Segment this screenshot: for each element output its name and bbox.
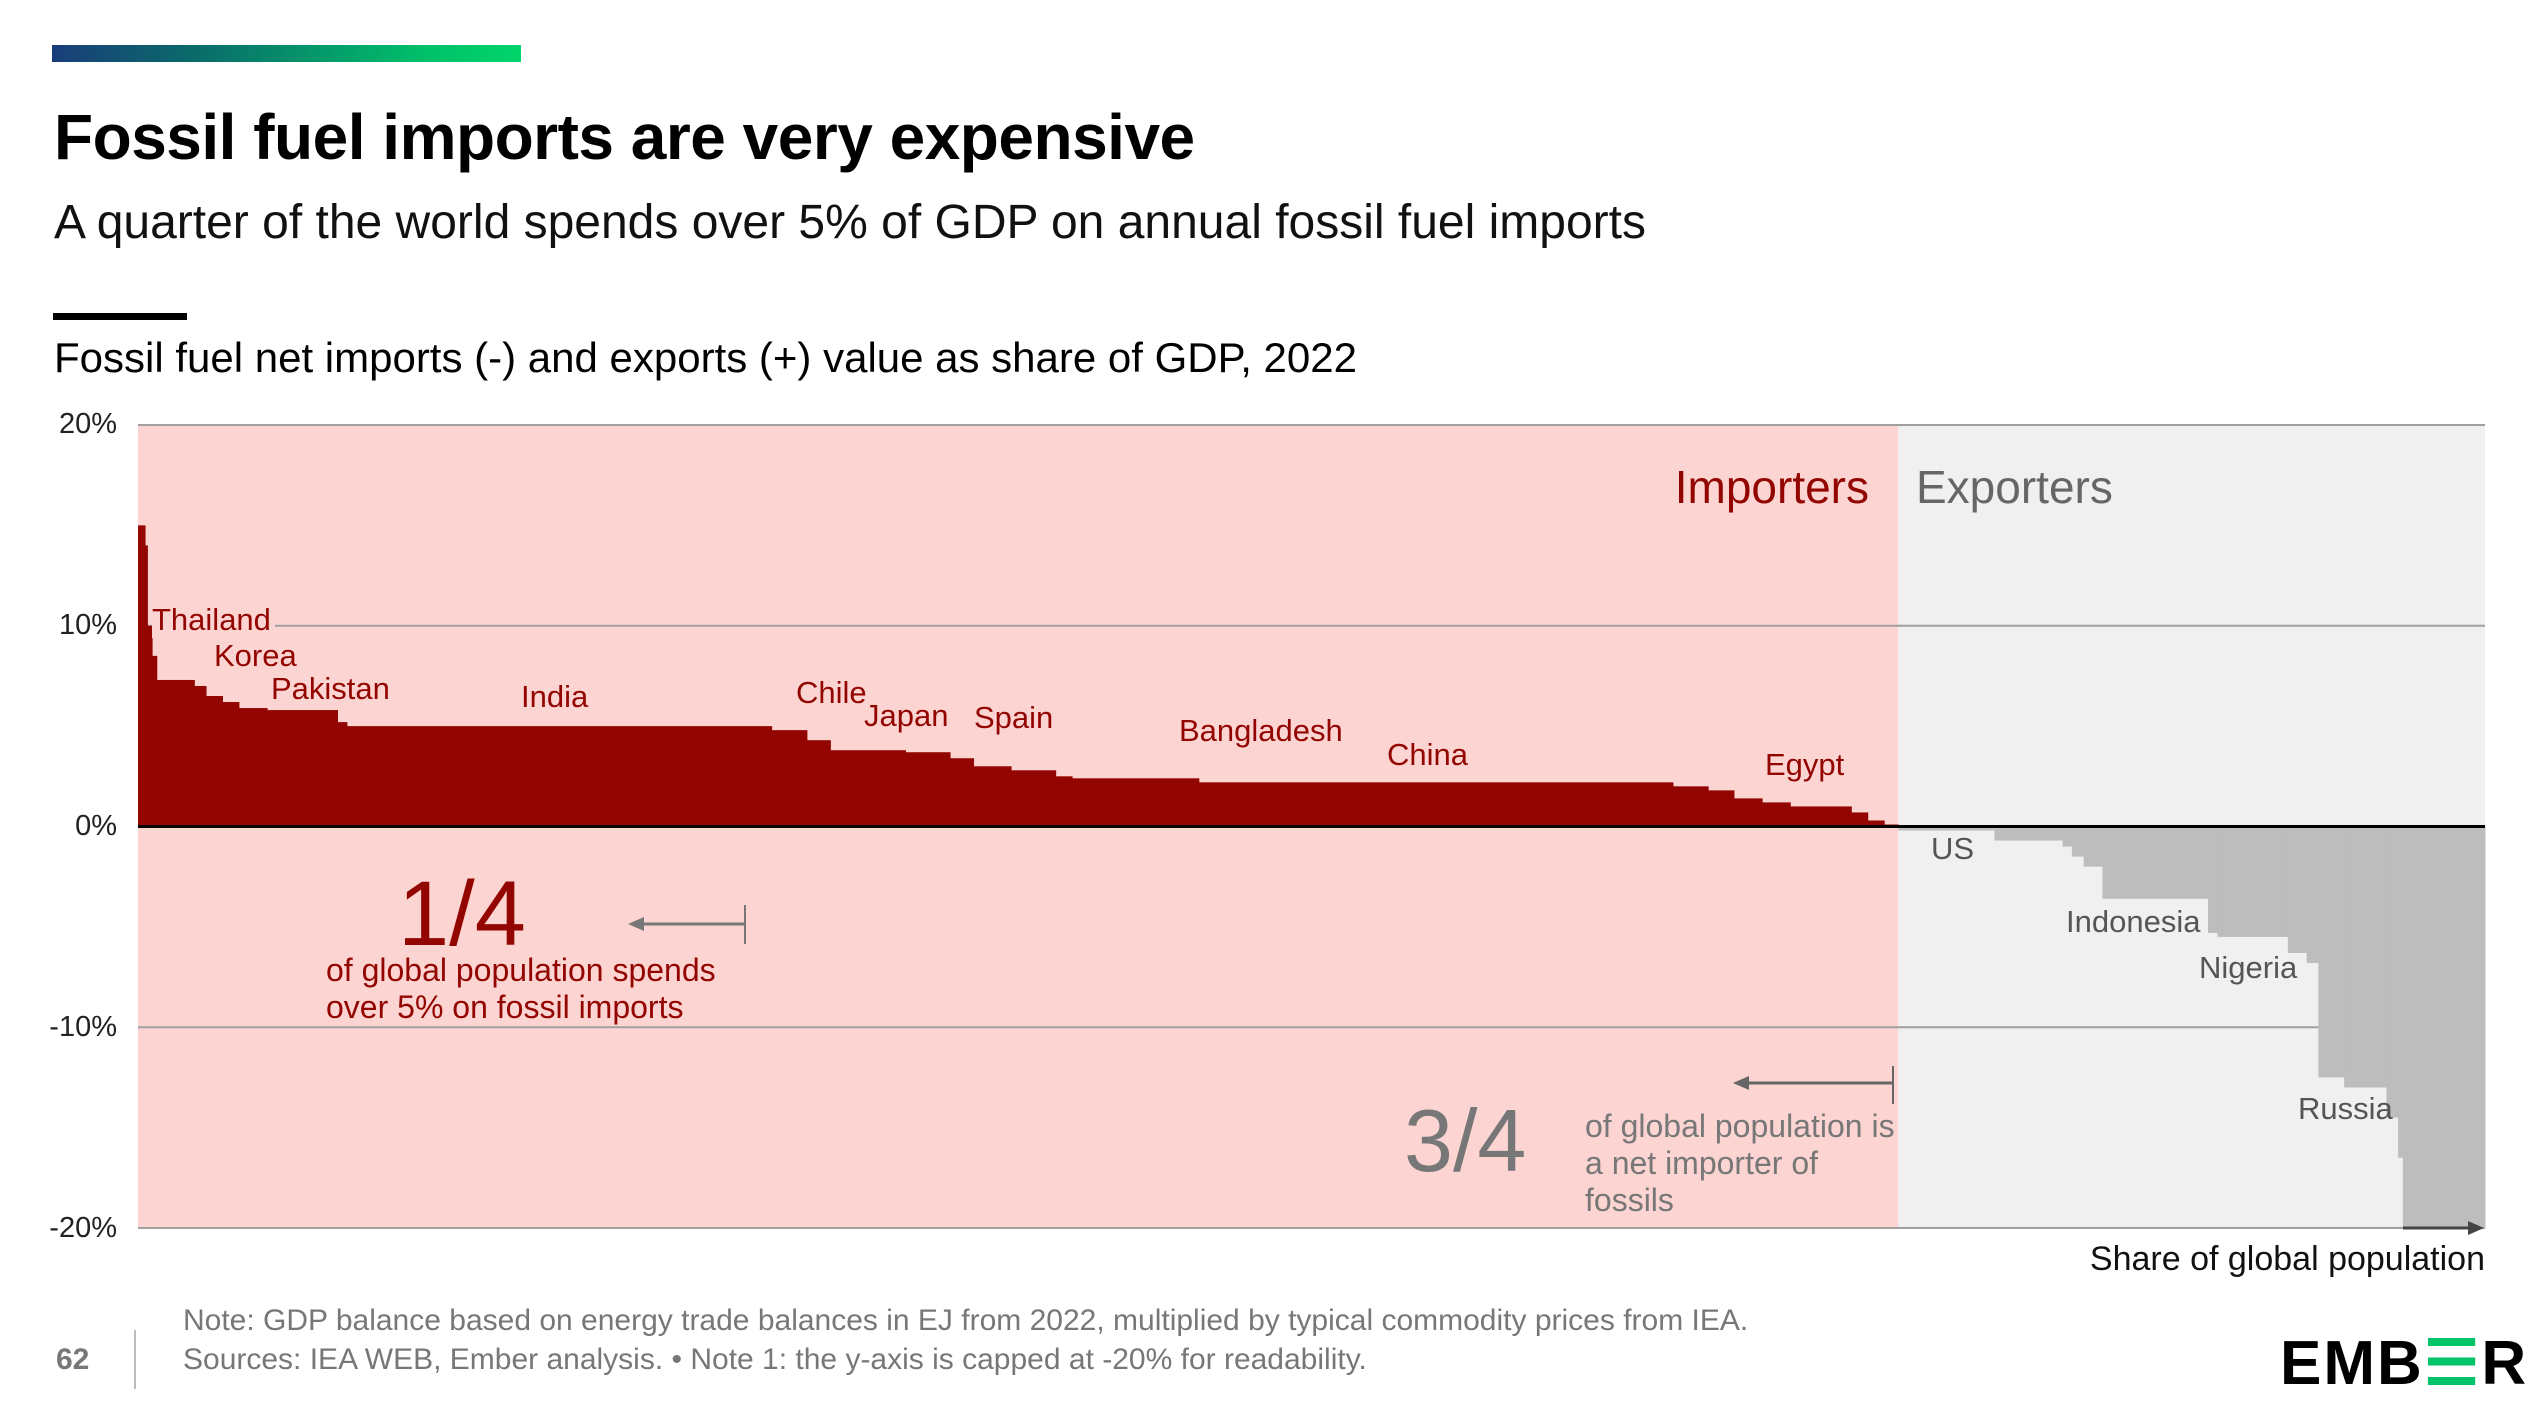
bar-importers xyxy=(206,696,223,827)
x-axis-arrow-icon xyxy=(2468,1221,2484,1235)
three-quarter-arrow-head xyxy=(1733,1076,1749,1090)
page-subtitle: A quarter of the world spends over 5% of… xyxy=(54,196,1646,249)
page-number: 62 xyxy=(56,1343,90,1376)
country-label-china: China xyxy=(1387,737,1468,772)
y-tick-label: 0% xyxy=(75,810,117,842)
country-label-pakistan: Pakistan xyxy=(271,671,390,706)
bar-importers xyxy=(1790,806,1852,827)
country-label-korea: Korea xyxy=(214,638,297,673)
bar-importers xyxy=(138,525,146,827)
country-label-bangladesh: Bangladesh xyxy=(1179,713,1343,748)
bar-importers xyxy=(238,708,268,827)
bar-importers xyxy=(1867,820,1885,827)
bar-importers xyxy=(222,702,240,827)
y-tick-label: -20% xyxy=(49,1212,117,1244)
bar-exporters xyxy=(2344,826,2387,1088)
bar-exporters xyxy=(2386,826,2399,1118)
country-label-us: US xyxy=(1931,831,1975,866)
bar-importers xyxy=(973,766,1012,827)
bar-importers xyxy=(1708,790,1735,827)
footer-note: Note: GDP balance based on energy trade … xyxy=(183,1304,1749,1337)
footer-sources: Sources: IEA WEB, Ember analysis. • Note… xyxy=(183,1343,1367,1376)
country-label-nigeria: Nigeria xyxy=(2199,950,2298,985)
bar-exporters xyxy=(2318,826,2345,1078)
country-label-egypt: Egypt xyxy=(1765,747,1845,782)
bar-importers xyxy=(830,750,906,827)
bar-importers xyxy=(771,730,808,827)
bar-exporters xyxy=(2208,826,2218,933)
three-quarter-fraction: 3/4 xyxy=(1404,1091,1527,1190)
bar-exporters xyxy=(2083,826,2103,867)
country-label-india: India xyxy=(521,679,589,714)
bar-importers xyxy=(194,685,207,827)
bar-importers xyxy=(806,740,831,827)
bar-importers xyxy=(1055,776,1073,827)
bar-importers xyxy=(337,722,348,827)
y-tick-label: 10% xyxy=(58,609,117,641)
bar-importers xyxy=(950,758,975,827)
footer-divider xyxy=(134,1330,136,1389)
bar-exporters xyxy=(2398,826,2404,1158)
bar-importers xyxy=(156,679,195,827)
bar-exporters xyxy=(2306,826,2319,964)
country-label-thailand: Thailand xyxy=(152,602,275,638)
chart-title: Fossil fuel net imports (-) and exports … xyxy=(54,334,1357,381)
quarter-fraction: 1/4 xyxy=(398,863,526,965)
bar-importers xyxy=(1011,770,1057,827)
importers-label: Importers xyxy=(1674,461,1869,513)
bar-importers xyxy=(905,752,951,827)
bar-exporters xyxy=(2062,826,2073,847)
bar-exporters xyxy=(2217,826,2289,937)
bar-importers xyxy=(152,655,158,827)
bar-exporters xyxy=(1898,826,1995,831)
country-label-indonesia: Indonesia xyxy=(2066,904,2201,939)
three-quarter-annotation: of global population is a net importer o… xyxy=(1585,1108,1895,1218)
bar-importers xyxy=(346,726,773,827)
country-label-japan: Japan xyxy=(864,698,949,733)
bar-importers xyxy=(1762,802,1791,827)
bar-importers xyxy=(1198,782,1674,827)
y-tick-label: -10% xyxy=(49,1011,117,1043)
bar-exporters xyxy=(1994,826,2064,841)
bar-exporters xyxy=(2402,826,2486,1228)
bar-importers xyxy=(145,545,148,827)
brand-gradient-bar xyxy=(52,45,521,62)
quarter-arrow-head xyxy=(628,917,644,931)
bar-exporters xyxy=(2287,826,2308,953)
bar-importers xyxy=(1851,812,1869,827)
bar-exporters xyxy=(2102,826,2209,899)
ember-logo: EMB☰R xyxy=(2280,1329,2529,1398)
bar-importers xyxy=(147,625,153,827)
bar-importers xyxy=(1072,778,1200,827)
bar-exporters xyxy=(2071,826,2085,857)
country-label-russia: Russia xyxy=(2298,1091,2393,1126)
bar-importers xyxy=(267,710,338,827)
exporters-label: Exporters xyxy=(1916,461,2113,513)
bar-importers xyxy=(1672,786,1709,827)
quarter-annotation: of global population spends over 5% on f… xyxy=(326,952,716,1025)
bar-importers xyxy=(1733,798,1763,827)
page-title: Fossil fuel imports are very expensive xyxy=(54,101,1195,173)
x-axis-label: Share of global population xyxy=(2089,1240,2485,1278)
country-label-chile: Chile xyxy=(796,675,867,710)
section-divider xyxy=(53,313,187,320)
country-label-spain: Spain xyxy=(974,700,1054,735)
y-tick-label: 20% xyxy=(58,408,117,440)
